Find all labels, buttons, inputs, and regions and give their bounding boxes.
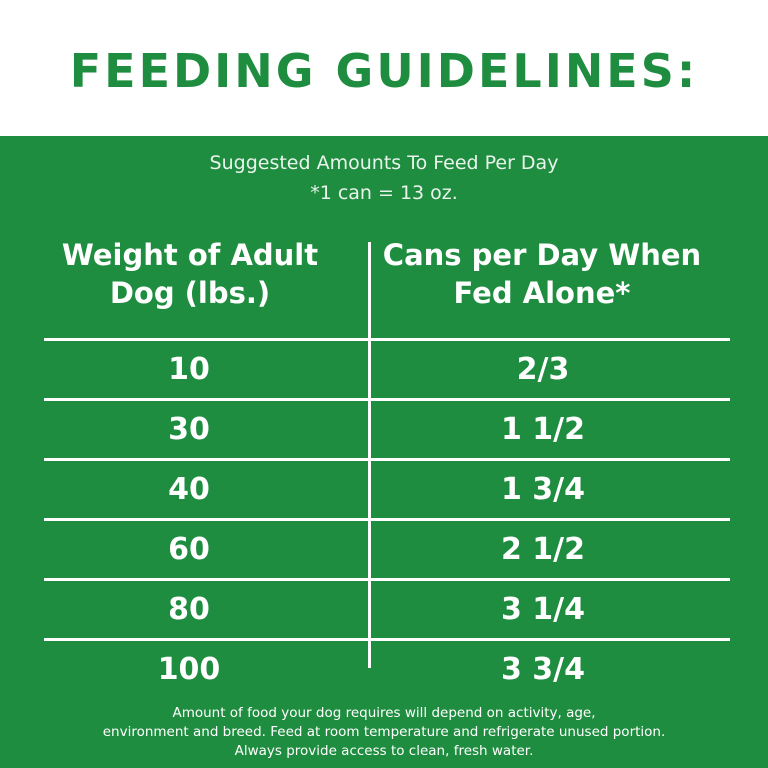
- column-divider: [368, 242, 371, 668]
- cans-cell: 3 1/4: [500, 592, 586, 627]
- column-header-cans-line: Fed Alone*: [453, 276, 631, 310]
- weight-cell: 40: [168, 472, 210, 507]
- subtitle: Suggested Amounts To Feed Per Day: [209, 152, 559, 174]
- table-row: 30 1 1/2: [44, 398, 730, 458]
- footnote: Amount of food your dog requires will de…: [0, 704, 768, 761]
- table-row: 80 3 1/4: [44, 578, 730, 638]
- cans-cell: 1 3/4: [500, 472, 586, 507]
- header: FEEDING GUIDELINES:: [0, 0, 768, 136]
- cans-cell: 2 1/2: [500, 532, 586, 567]
- footnote-line: environment and breed. Feed at room temp…: [102, 724, 666, 740]
- table-row: 40 1 3/4: [44, 458, 730, 518]
- column-header-cans: Cans per Day When Fed Alone*: [380, 236, 704, 312]
- weight-cell: 100: [157, 652, 221, 687]
- cans-cell: 2/3: [516, 352, 570, 387]
- weight-cell: 30: [168, 412, 210, 447]
- column-header-weight-line: Dog (lbs.): [109, 276, 271, 310]
- guidelines-panel: Suggested Amounts To Feed Per Day *1 can…: [0, 136, 768, 768]
- table-row: 60 2 1/2: [44, 518, 730, 578]
- feeding-table: 10 2/3 30 1 1/2 40 1 3/4 60 2 1/2 80 3 1…: [44, 338, 730, 698]
- column-header-cans-line: Cans per Day When: [382, 238, 702, 272]
- column-header-weight: Weight of Adult Dog (lbs.): [30, 236, 350, 312]
- table-row: 100 3 3/4: [44, 638, 730, 698]
- weight-cell: 80: [168, 592, 210, 627]
- column-header-weight-line: Weight of Adult: [61, 238, 319, 272]
- weight-cell: 10: [168, 352, 210, 387]
- footnote-line: Always provide access to clean, fresh wa…: [234, 743, 534, 759]
- footnote-line: Amount of food your dog requires will de…: [172, 705, 596, 721]
- cans-cell: 3 3/4: [500, 652, 586, 687]
- weight-cell: 60: [168, 532, 210, 567]
- page-title: FEEDING GUIDELINES:: [69, 44, 699, 98]
- can-size-note: *1 can = 13 oz.: [310, 182, 458, 204]
- cans-cell: 1 1/2: [500, 412, 586, 447]
- table-row: 10 2/3: [44, 338, 730, 398]
